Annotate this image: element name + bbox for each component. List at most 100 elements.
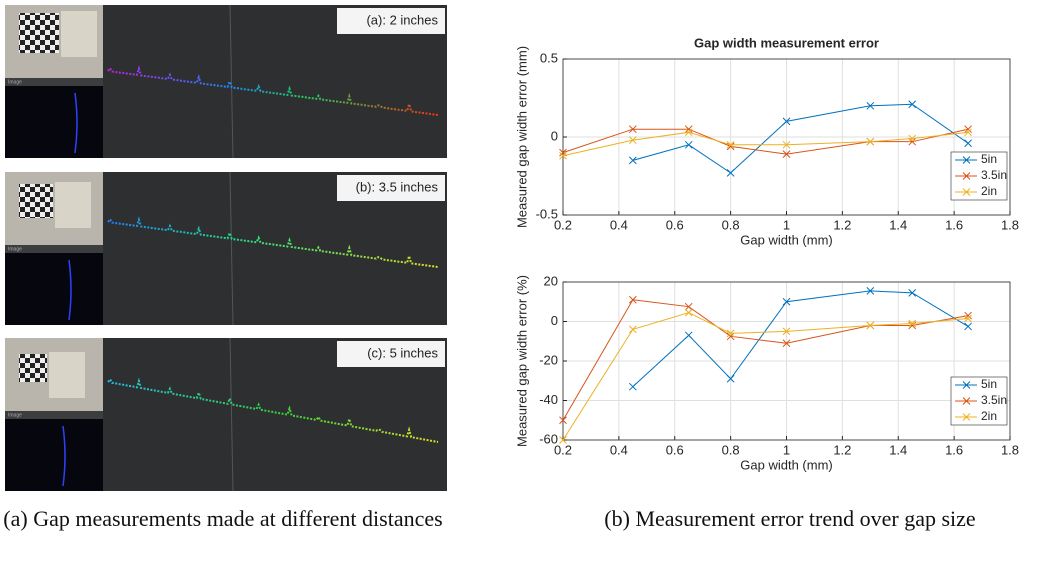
image-bar — [5, 411, 103, 419]
scan-line — [62, 425, 66, 487]
panel-label: (a): 2 inches — [366, 12, 438, 27]
label-box — [337, 341, 445, 367]
x-tick-label: 1 — [783, 442, 790, 457]
x-tick-label: 0.8 — [722, 217, 740, 232]
x-tick-label: 1.8 — [1001, 442, 1019, 457]
data-marker — [782, 339, 791, 348]
data-marker — [964, 139, 972, 148]
data-marker — [628, 156, 637, 165]
data-marker — [628, 325, 637, 334]
image-panel: Image (b): 3.5 inches — [5, 171, 447, 326]
image-bar — [5, 245, 103, 253]
y-tick-label: -0.5 — [536, 206, 558, 221]
data-marker — [782, 140, 791, 149]
data-marker — [726, 140, 735, 149]
data-marker — [726, 169, 735, 177]
plot-frame — [562, 58, 1011, 216]
x-tick-label: 0.6 — [666, 442, 684, 457]
data-marker — [866, 287, 875, 295]
data-marker — [908, 100, 917, 109]
data-marker — [782, 150, 791, 159]
x-tick-label: 1 — [783, 217, 790, 232]
legend-marker — [962, 413, 971, 421]
image-panel: Image (c): 5 inches — [5, 337, 447, 492]
image-sublabel: Image — [8, 246, 22, 252]
data-marker — [726, 329, 735, 338]
x-tick-label: 0.2 — [554, 217, 572, 232]
data-marker — [964, 311, 972, 320]
data-marker — [684, 331, 693, 340]
data-marker — [908, 134, 917, 143]
x-tick-label: 0.4 — [610, 217, 628, 232]
caption: (a) Gap measurements made at different d… — [3, 506, 443, 531]
x-tick-label: 0.2 — [554, 442, 572, 457]
y-axis-label: Measured gap width error (mm) — [514, 46, 529, 228]
plot-frame — [562, 281, 1011, 441]
data-marker — [559, 416, 567, 425]
viewer-axis — [229, 337, 234, 492]
data-marker — [559, 436, 567, 444]
data-marker — [684, 125, 693, 134]
scan-line — [74, 92, 78, 154]
checkerboard — [19, 354, 47, 382]
legend-label: 3.5in — [981, 393, 1007, 407]
photo-sheet — [55, 182, 91, 228]
legend-label: 2in — [981, 184, 997, 198]
viewer-axis — [229, 4, 234, 159]
data-marker — [908, 289, 917, 297]
y-tick-label: 20 — [544, 273, 558, 288]
x-axis-label: Gap width (mm) — [740, 232, 832, 247]
photo-sheet — [49, 352, 85, 398]
data-marker — [628, 295, 637, 304]
charts: 0.2 0.4 0.6 0.8 1 1.2 1.4 1.6 1.8 -0.5 0 0.5 Gap wid… — [514, 35, 1019, 472]
data-marker — [782, 297, 791, 306]
image-panel: Image (a): 2 inches — [5, 4, 447, 159]
legend-marker — [962, 397, 971, 405]
series-line — [562, 312, 969, 441]
data-marker — [628, 382, 637, 391]
image-sublabel: Image — [8, 412, 22, 418]
point-cloud — [107, 65, 439, 116]
legend-marker — [962, 381, 971, 389]
y-tick-label: 0.5 — [540, 50, 558, 65]
series-line — [562, 131, 969, 157]
x-tick-label: 0.6 — [666, 217, 684, 232]
x-tick-label: 1.2 — [833, 217, 851, 232]
image-bar — [5, 78, 103, 86]
data-marker — [628, 125, 637, 134]
data-marker — [908, 137, 917, 146]
x-tick-label: 1.8 — [1001, 217, 1019, 232]
x-axis-label: Gap width (mm) — [740, 457, 832, 472]
chart-title: Gap width measurement error — [694, 35, 879, 50]
label-box — [337, 8, 445, 34]
x-tick-label: 1.4 — [889, 442, 907, 457]
checkerboard — [19, 184, 53, 218]
data-marker — [964, 128, 972, 137]
caption: (b) Measurement error trend over gap siz… — [604, 506, 976, 531]
point-cloud — [107, 216, 439, 268]
data-marker — [866, 321, 875, 330]
data-marker — [964, 322, 972, 331]
viewer-axis — [229, 171, 234, 326]
image-dark — [5, 419, 103, 491]
point-cloud — [107, 377, 439, 443]
x-tick-label: 0.8 — [722, 442, 740, 457]
data-marker — [964, 314, 972, 323]
panel-label: (c): 5 inches — [367, 345, 438, 360]
legend-label: 5in — [981, 377, 997, 391]
data-marker — [908, 319, 917, 328]
x-tick-label: 1.6 — [945, 442, 963, 457]
data-marker — [726, 374, 735, 383]
y-tick-label: -40 — [539, 392, 558, 407]
legend-label: 3.5in — [981, 168, 1007, 182]
series-line — [562, 128, 969, 155]
data-marker — [559, 151, 567, 160]
data-marker — [782, 117, 791, 126]
y-tick-label: 0 — [551, 128, 558, 143]
data-marker — [684, 302, 693, 311]
data-marker — [628, 136, 637, 144]
data-marker — [866, 101, 875, 110]
